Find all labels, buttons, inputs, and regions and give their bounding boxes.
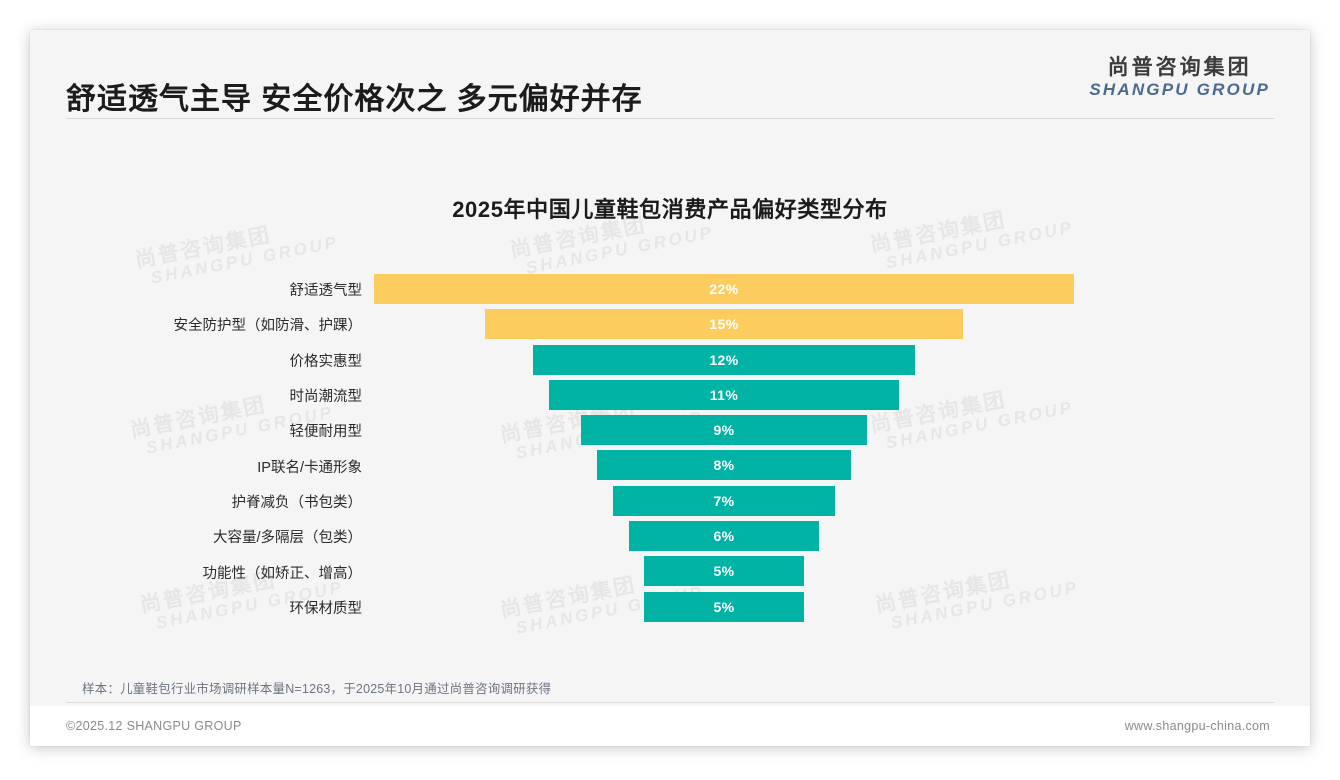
slide-header: 舒适透气主导 安全价格次之 多元偏好并存 尚普咨询集团 SHANGPU GROU… [30, 30, 1310, 120]
copyright-text: ©2025.12 SHANGPU GROUP [66, 719, 242, 733]
funnel-row-label: 时尚潮流型 [289, 389, 363, 406]
source-note-wrap: 样本：儿童鞋包行业市场调研样本量N=1263，于2025年10月通过尚普咨询调研… [30, 678, 1310, 697]
funnel-bar-value: 5% [713, 598, 735, 615]
funnel-row: 安全防护型（如防滑、护踝） 15% [30, 307, 1310, 342]
funnel-row-label: 安全防护型（如防滑、护踝） [173, 318, 363, 335]
funnel-row: 轻便耐用型 9% [30, 413, 1310, 448]
funnel-row-label: 大容量/多隔层（包类） [212, 530, 362, 547]
funnel-bar[interactable]: 22% [374, 274, 1074, 304]
funnel-bar-track: 5% [374, 590, 1074, 625]
chart-title: 2025年中国儿童鞋包消费产品偏好类型分布 [452, 197, 888, 222]
funnel-bar-value: 22% [709, 281, 739, 297]
funnel-chart: 舒适透气型 22% 安全防护型（如防滑、护踝） 15% 价格实惠型 12% 时尚潮流型 11%… [30, 272, 1310, 625]
funnel-bar-track: 15% [374, 307, 1074, 342]
funnel-row-label: 轻便耐用型 [289, 424, 363, 441]
funnel-row-label: 环保材质型 [289, 600, 363, 617]
funnel-bar-track: 5% [374, 554, 1074, 589]
funnel-bar[interactable]: 11% [549, 379, 899, 410]
funnel-bar-value: 6% [713, 528, 735, 545]
funnel-bar-track: 8% [374, 448, 1074, 483]
slide-footer: ©2025.12 SHANGPU GROUP www.shangpu-china… [30, 706, 1310, 746]
brand-logo-cn: 尚普咨询集团 [1107, 56, 1252, 79]
funnel-bar[interactable]: 6% [628, 521, 820, 552]
funnel-bar-track: 22% [374, 272, 1074, 307]
page-title: 舒适透气主导 安全价格次之 多元偏好并存 [66, 83, 643, 116]
funnel-row: 环保材质型 5% [30, 590, 1310, 625]
funnel-row: 价格实惠型 12% [30, 343, 1310, 378]
source-note: 样本：儿童鞋包行业市场调研样本量N=1263，于2025年10月通过尚普咨询调研… [82, 682, 552, 696]
funnel-bar-value: 12% [709, 351, 739, 368]
funnel-bar[interactable]: 5% [644, 556, 804, 587]
funnel-row: 大容量/多隔层（包类） 6% [30, 519, 1310, 554]
funnel-bar-value: 15% [709, 316, 739, 333]
funnel-row: 舒适透气型 22% [30, 272, 1310, 307]
funnel-row-label: 舒适透气型 [289, 283, 363, 300]
funnel-bar[interactable]: 5% [644, 591, 804, 622]
chart-area: 2025年中国儿童鞋包消费产品偏好类型分布 舒适透气型 22% 安全防护型（如防滑、… [30, 130, 1310, 675]
website-link[interactable]: www.shangpu-china.com [1124, 719, 1270, 733]
footer-divider [66, 702, 1274, 703]
funnel-bar-track: 9% [374, 413, 1074, 448]
slide-card: 尚普咨询集团 SHANGPU GROUP 尚普咨询集团 SHANGPU GROU… [30, 30, 1310, 746]
funnel-row-label: 功能性（如矫正、增高） [202, 565, 363, 582]
funnel-bar-value: 8% [713, 457, 735, 474]
funnel-bar-track: 12% [374, 343, 1074, 378]
header-divider [66, 118, 1274, 119]
funnel-row-label: IP联名/卡通形象 [257, 459, 362, 476]
funnel-bar-track: 11% [374, 378, 1074, 413]
funnel-bar[interactable]: 9% [580, 415, 868, 446]
funnel-bar-value: 7% [713, 492, 735, 509]
brand-logo: 尚普咨询集团 SHANGPU GROUP [1089, 56, 1270, 100]
funnel-row: 功能性（如矫正、增高） 5% [30, 554, 1310, 589]
funnel-bar-track: 6% [374, 519, 1074, 554]
funnel-bar[interactable]: 8% [596, 450, 852, 481]
funnel-row: 时尚潮流型 11% [30, 378, 1310, 413]
funnel-row-label: 价格实惠型 [289, 353, 363, 370]
funnel-bar-track: 7% [374, 484, 1074, 519]
funnel-bar-value: 5% [713, 563, 735, 580]
funnel-bar[interactable]: 15% [485, 309, 963, 340]
funnel-bar-value: 9% [713, 422, 735, 439]
funnel-row: IP联名/卡通形象 8% [30, 448, 1310, 483]
brand-logo-en: SHANGPU GROUP [1089, 80, 1270, 100]
funnel-row: 护脊减负（书包类） 7% [30, 484, 1310, 519]
funnel-bar[interactable]: 7% [612, 485, 836, 516]
funnel-bar[interactable]: 12% [533, 344, 915, 375]
funnel-bar-value: 11% [709, 386, 739, 403]
funnel-row-label: 护脊减负（书包类） [231, 494, 363, 511]
